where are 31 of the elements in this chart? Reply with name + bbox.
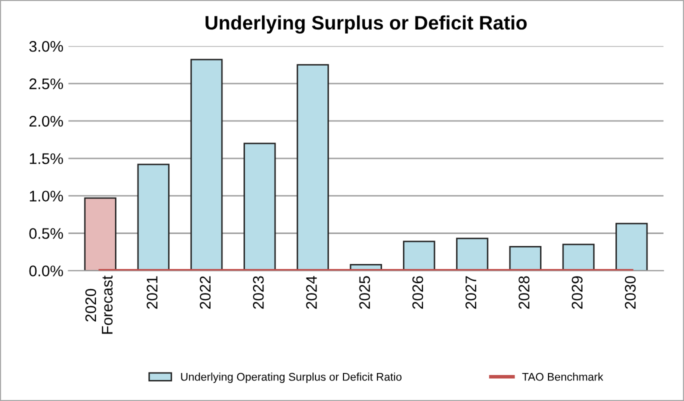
bar xyxy=(137,164,170,271)
bar xyxy=(615,222,648,271)
bar xyxy=(562,244,595,271)
x-tick-label: 2022 xyxy=(200,276,211,309)
x-tick-label: 2028 xyxy=(518,276,530,309)
x-tick-label: 2027 xyxy=(465,276,476,309)
x-tick-label: 2021 xyxy=(146,276,158,309)
bar xyxy=(456,238,488,271)
bar xyxy=(190,58,223,271)
bar xyxy=(296,64,329,271)
y-tick-label: 0.0% xyxy=(29,266,63,276)
y-tick-label: 1.5% xyxy=(30,153,63,164)
x-tick-label: 2030 xyxy=(624,276,636,309)
chart-title: Underlying Surplus or Deficit Ratio xyxy=(206,15,527,34)
legend-label: TAO Benchmark xyxy=(522,372,604,381)
x-tick-label: 2029 xyxy=(572,276,583,309)
y-tick-label: 1.0% xyxy=(30,190,63,202)
x-tick-label: 2025 xyxy=(359,276,370,309)
bar xyxy=(244,142,276,271)
y-tick-label: 3.0% xyxy=(29,40,63,52)
bar xyxy=(84,197,116,271)
bar xyxy=(509,246,542,271)
x-tick-label: 2023 xyxy=(252,276,264,309)
x-tick-label: 2024 xyxy=(306,276,317,309)
x-tick-label: 2026 xyxy=(412,276,424,309)
legend-label: Underlying Operating Surplus or Deficit Ratio xyxy=(181,372,402,383)
bar xyxy=(402,240,436,271)
y-tick-label: 2.0% xyxy=(29,116,63,127)
y-tick-label: 2.5% xyxy=(29,78,63,90)
x-tick-label: 2020 Forecast xyxy=(85,276,113,334)
y-tick-label: 0.5% xyxy=(29,228,63,239)
